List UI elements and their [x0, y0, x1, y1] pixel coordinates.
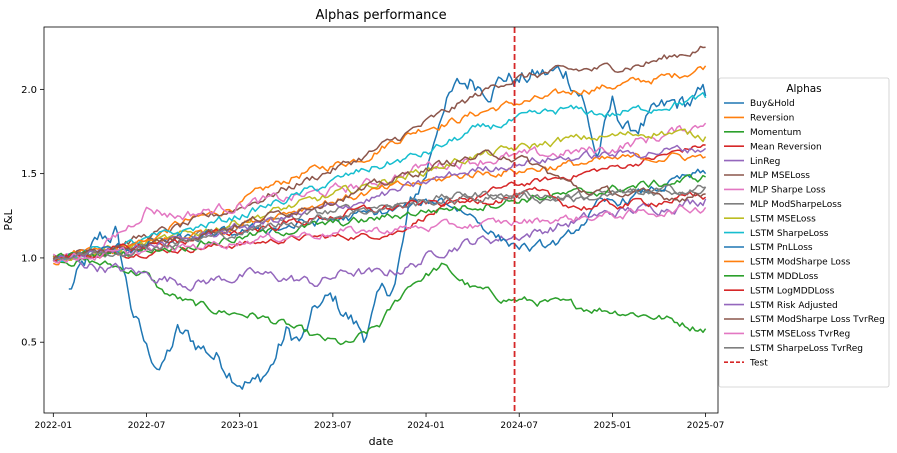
legend-box: [718, 77, 890, 388]
series-line-0: [68, 65, 707, 390]
legend-label: LinReg: [750, 157, 780, 167]
y-tick-label: 2.0: [21, 85, 37, 96]
legend-label: LSTM MSELoss: [750, 214, 816, 224]
plot-frame: [43, 26, 719, 414]
x-tick-label: 2025-07: [687, 421, 725, 431]
y-tick-label: 0.5: [21, 338, 37, 349]
y-tick-label: 1.0: [21, 253, 37, 264]
series-line-5: [53, 45, 706, 261]
legend-label: MLP ModSharpeLoss: [750, 200, 842, 210]
legend: Alphas Buy&Hold Reversion Momentum Mean Rev…: [718, 77, 890, 388]
legend-label: LSTM ModSharpe Loss: [750, 258, 851, 268]
x-tick-label: 2024-07: [500, 421, 538, 431]
legend-label: LSTM SharpeLoss: [750, 229, 829, 239]
legend-label: LSTM Risk Adjusted: [750, 301, 838, 311]
legend-label: LSTM LogMDDLoss: [750, 286, 835, 296]
legend-label: Buy&Hold: [750, 99, 795, 109]
x-axis-label: date: [369, 435, 394, 448]
legend-label: MLP MSELoss: [750, 171, 810, 181]
series-line-12: [52, 174, 706, 262]
series-line-8: [52, 128, 707, 262]
x-tick-label: 2022-07: [128, 421, 166, 431]
x-tick-label: 2025-01: [594, 421, 632, 431]
x-tick-label: 2024-01: [407, 421, 445, 431]
x-axis-ticks: 2022-01 2022-07 2023-01 2023-07 2024-01 2024-…: [35, 413, 725, 431]
series-line-17: [53, 183, 706, 261]
legend-label: Test: [749, 358, 768, 368]
legend-label: Momentum: [750, 128, 801, 138]
legend-label: LSTM SharpeLoss TvrReg: [750, 344, 863, 354]
series-line-15: [52, 149, 706, 261]
y-axis-ticks: 0.5 1.0 1.5 2.0: [21, 85, 44, 349]
legend-label: LSTM ModSharpe Loss TvrReg: [750, 315, 885, 325]
y-axis-label: P&L: [2, 208, 15, 230]
chart-title: Alphas performance: [315, 8, 446, 23]
series-line-9: [52, 91, 707, 263]
legend-label: LSTM PnLLoss: [750, 243, 813, 253]
y-tick-label: 1.5: [21, 169, 37, 180]
legend-label: Reversion: [750, 114, 794, 124]
series-line-2: [52, 255, 707, 346]
legend-items: Buy&Hold Reversion Momentum Mean Reversion L…: [724, 99, 885, 368]
x-tick-label: 2023-07: [314, 421, 352, 431]
legend-label: MLP Sharpe Loss: [750, 186, 826, 196]
legend-label: LSTM MSELoss TvrReg: [750, 330, 850, 340]
x-tick-label: 2022-01: [35, 421, 73, 431]
series-line-4: [53, 198, 707, 292]
series-lines: [52, 45, 707, 390]
x-tick-label: 2023-01: [221, 421, 259, 431]
legend-label: LSTM MDDLoss: [750, 272, 819, 282]
legend-label: Mean Reversion: [750, 142, 822, 152]
series-line-14: [52, 144, 707, 261]
legend-title: Alphas: [786, 83, 821, 95]
